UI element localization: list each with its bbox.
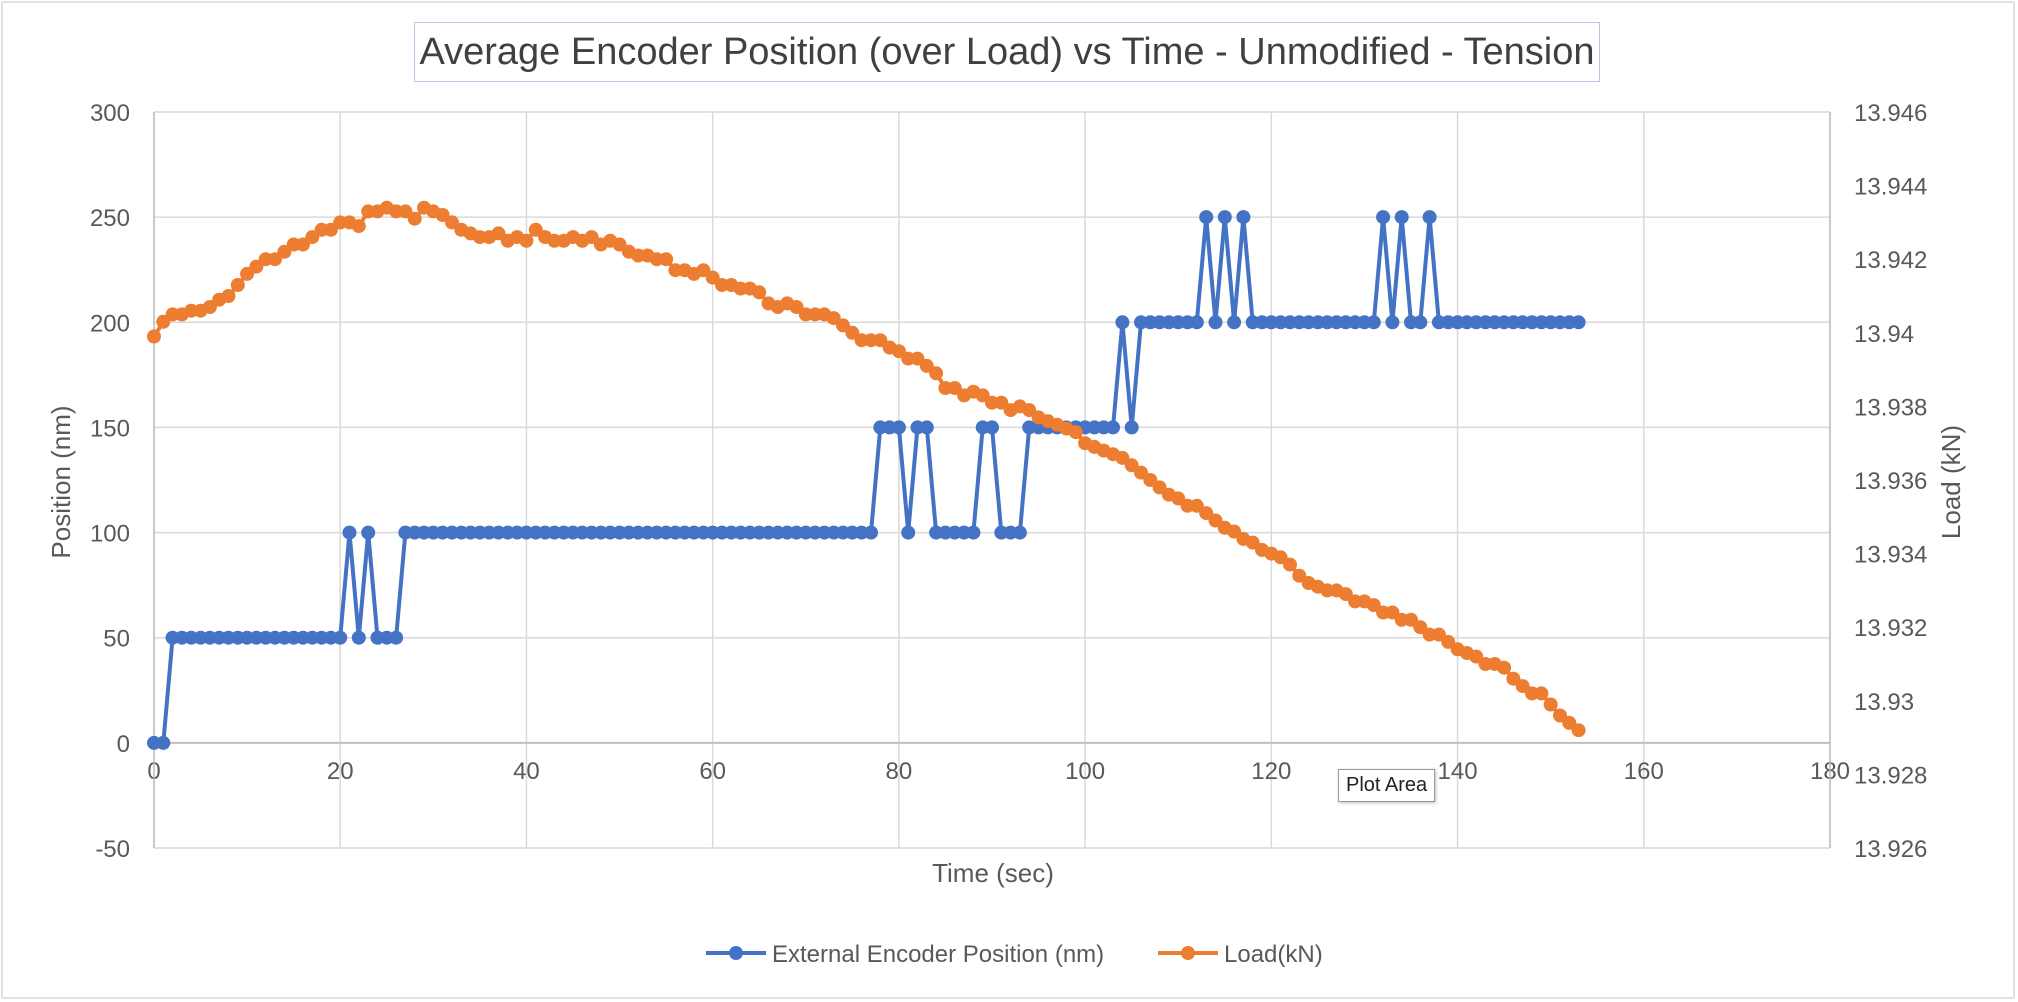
load-point: [1068, 425, 1083, 440]
encoder-position-point: [864, 525, 878, 540]
encoder-position-point: [1422, 210, 1437, 225]
encoder-position-point: [901, 525, 916, 540]
load-point: [929, 366, 944, 381]
encoder-position-point: [1394, 210, 1409, 225]
encoder-position-point: [1124, 420, 1139, 435]
x-tick-label: 80: [886, 758, 913, 785]
y2-tick-label: 13.938: [1854, 394, 1927, 421]
y-axis-title: Position (nm): [46, 405, 76, 558]
load-point: [1441, 634, 1456, 649]
legend: External Encoder Position (nm) Load(kN): [706, 941, 1323, 968]
load-point: [1543, 697, 1558, 712]
load-point: [268, 252, 282, 267]
encoder-position-point: [1106, 420, 1120, 435]
y2-tick-label: 13.926: [1854, 836, 1927, 863]
load-point: [1283, 557, 1297, 572]
encoder-position-point: [985, 420, 999, 435]
chart-title: Average Encoder Position (over Load) vs …: [414, 22, 1600, 82]
encoder-position-point: [1012, 525, 1027, 540]
load-point: [1534, 686, 1549, 701]
encoder-position-point: [156, 735, 171, 750]
load-point: [147, 329, 161, 344]
encoder-position-point: [333, 630, 348, 645]
load-point: [1497, 660, 1512, 675]
y-tick-label: 0: [117, 731, 130, 758]
x-tick-label: 120: [1251, 758, 1291, 785]
plot-area[interactable]: [147, 200, 1586, 750]
encoder-position-point: [919, 420, 934, 435]
legend-position-marker: [729, 946, 743, 960]
load-point: [1022, 403, 1037, 418]
legend-load-label: Load(kN): [1224, 941, 1323, 968]
load-point: [221, 289, 236, 303]
y-tick-label: 150: [90, 415, 130, 442]
y-tick-label: 200: [90, 310, 130, 337]
encoder-position-point: [1189, 315, 1204, 330]
x-tick-label: 40: [513, 758, 540, 785]
y2-tick-label: 13.94: [1854, 321, 1914, 348]
encoder-position-point: [1366, 315, 1381, 330]
load-point: [1571, 723, 1586, 738]
x-axis-title: Time (sec): [932, 858, 1054, 888]
encoder-position-point: [1413, 315, 1428, 330]
load-point: [519, 233, 534, 248]
y2-tick-label: 13.944: [1854, 174, 1927, 201]
series-load: [147, 200, 1586, 738]
load-point: [435, 208, 450, 222]
encoder-position-point: [1199, 210, 1214, 225]
y2-tick-label: 13.93: [1854, 689, 1914, 716]
x-tick-label: 140: [1438, 758, 1478, 785]
load-point: [1189, 498, 1204, 513]
encoder-position-point: [1571, 315, 1586, 330]
y2-tick-label: 13.942: [1854, 247, 1927, 274]
encoder-position-point: [1217, 210, 1232, 225]
series-encoder-position: [147, 210, 1586, 750]
encoder-position-point: [1227, 315, 1242, 330]
y-tick-label: 100: [90, 521, 130, 548]
encoder-position-point: [361, 525, 376, 540]
legend-load-marker: [1181, 946, 1195, 960]
load-point: [351, 219, 366, 234]
encoder-position-point: [1115, 315, 1130, 330]
x-tick-label: 100: [1065, 758, 1105, 785]
y-tick-label: 250: [90, 205, 130, 232]
encoder-position-point: [342, 525, 357, 540]
y2-tick-label: 13.946: [1854, 100, 1927, 127]
y2-tick-label: 13.932: [1854, 615, 1927, 642]
x-tick-label: 160: [1624, 758, 1664, 785]
load-point: [659, 252, 674, 267]
y-tick-label: -50: [95, 836, 130, 863]
y-tick-label: 50: [103, 626, 130, 653]
encoder-position-point: [389, 630, 404, 645]
y-tick-label: 300: [90, 100, 130, 127]
y2-tick-label: 13.934: [1854, 542, 1927, 569]
y2-tick-label: 13.936: [1854, 468, 1927, 495]
axis-labels: Time (sec) Position (nm) Load (kN): [46, 405, 1966, 888]
encoder-position-point: [1208, 315, 1223, 330]
y2-tick-label: 13.928: [1854, 762, 1927, 789]
encoder-position-point: [966, 525, 981, 540]
load-point: [407, 211, 422, 226]
x-tick-label: 20: [327, 758, 354, 785]
encoder-position-point: [1236, 210, 1251, 225]
plot-area-tooltip: Plot Area: [1338, 769, 1436, 802]
load-point: [752, 285, 767, 300]
load-point: [1273, 550, 1288, 565]
load-point: [230, 278, 245, 292]
encoder-position-point: [1376, 210, 1391, 225]
legend-position-label: External Encoder Position (nm): [772, 941, 1104, 968]
y2-axis-title: Load (kN): [1936, 425, 1966, 539]
encoder-position-point: [891, 420, 906, 435]
encoder-position-point: [1385, 315, 1400, 330]
encoder-position-point: [351, 630, 366, 645]
x-tick-label: 60: [699, 758, 726, 785]
